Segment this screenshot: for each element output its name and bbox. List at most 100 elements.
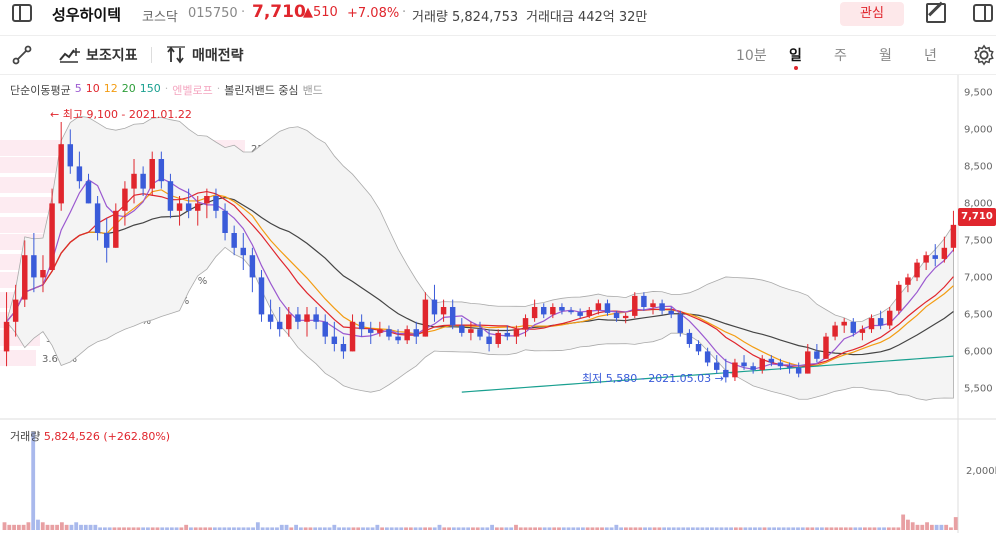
volume-bar <box>609 527 614 530</box>
volume-bar <box>423 527 428 530</box>
volume-bar <box>939 524 944 530</box>
volume-bar <box>217 527 222 530</box>
candle-body <box>331 336 338 344</box>
volume-bar <box>858 527 863 530</box>
candle-body <box>449 307 456 326</box>
period-10min[interactable]: 10분 <box>736 48 767 64</box>
volume-bar <box>743 527 748 530</box>
candle-body <box>632 295 638 316</box>
volume-bar <box>399 527 404 530</box>
volume-bar <box>695 527 700 530</box>
volume-bar <box>36 519 40 530</box>
volume-bar <box>456 527 461 530</box>
volume-bar <box>93 524 98 530</box>
volume-bar <box>31 432 36 530</box>
volume-bar <box>729 527 733 530</box>
side-panel-icon[interactable] <box>973 4 993 22</box>
volume-bar <box>55 524 60 530</box>
candle-body <box>358 321 365 330</box>
favorite-button[interactable]: 관심 <box>840 2 904 26</box>
candle-body <box>732 362 738 378</box>
bollinger-label[interactable]: 볼린저밴드 중심 <box>224 84 299 97</box>
volume-bar <box>657 527 662 530</box>
volume-bar <box>877 527 882 530</box>
period-day[interactable]: 일 <box>789 48 802 64</box>
volume-bar <box>600 527 604 530</box>
candle-body <box>167 181 174 211</box>
volume-bar <box>461 527 466 530</box>
candle-body <box>459 325 465 333</box>
candle-body <box>759 358 765 370</box>
volume-bar <box>485 527 490 530</box>
volume-bar <box>667 527 671 530</box>
period-week[interactable]: 주 <box>834 48 847 64</box>
candle-body <box>231 233 237 248</box>
indicator-button[interactable]: 보조지표 <box>58 45 138 65</box>
volume-bar <box>595 527 600 530</box>
volume-bar <box>953 517 958 530</box>
volume-bar <box>265 527 270 530</box>
volume-bar <box>279 524 284 530</box>
gear-icon[interactable] <box>973 44 995 66</box>
volume-bar <box>155 527 160 530</box>
candle-body <box>513 329 520 337</box>
strategy-label: 매매전략 <box>192 48 244 64</box>
volume-bar <box>518 527 523 530</box>
volume-bar <box>126 527 131 530</box>
volume-bar <box>604 527 609 530</box>
volume-bar <box>843 527 848 530</box>
volume-bar <box>800 527 805 530</box>
period-month[interactable]: 월 <box>879 48 892 64</box>
volume-bar <box>150 527 155 530</box>
volume-bar <box>614 524 619 530</box>
volume-bar <box>791 527 796 530</box>
candle-body <box>131 173 137 189</box>
volume-bar <box>117 527 122 530</box>
ma-label[interactable]: 단순이동평균 <box>10 84 71 97</box>
volume-bar <box>413 527 418 530</box>
edit-icon[interactable] <box>926 3 946 23</box>
candle-body <box>113 210 119 248</box>
volume-bar <box>662 527 667 530</box>
candle-body <box>368 329 374 333</box>
volume-bar <box>21 524 26 530</box>
candle-body <box>58 144 64 204</box>
price-axis-tick: 8,000 <box>964 198 993 209</box>
volume-bar <box>671 527 676 530</box>
candle-body <box>468 329 474 333</box>
volume-bar <box>509 527 514 530</box>
volume-bar <box>834 527 839 530</box>
volume-bar <box>772 527 777 530</box>
price-axis-tick: 9,000 <box>964 124 993 135</box>
volume-bar <box>934 524 939 530</box>
sidebar-toggle-icon[interactable] <box>12 4 32 22</box>
volume-bar <box>533 527 538 530</box>
volume-bar <box>475 527 480 530</box>
envelope-label[interactable]: 엔벨로프 <box>172 84 213 97</box>
volume-bar <box>351 527 356 530</box>
volume-bar <box>815 527 820 530</box>
strategy-button[interactable]: 매매전략 <box>166 45 244 65</box>
price-chart[interactable]: 9,500 9,000 8,500 8,000 7,500 7,000 6,500 6,000… <box>0 75 996 533</box>
volume-bar <box>165 527 169 530</box>
candle-body <box>258 277 265 315</box>
candle-body <box>622 315 629 319</box>
draw-line-icon[interactable] <box>12 45 32 65</box>
candle-body <box>195 203 201 211</box>
volume-bar <box>79 524 83 530</box>
volume-bar <box>705 527 710 530</box>
band-label: 밴드 <box>302 84 323 97</box>
volume-bar <box>16 524 21 530</box>
volume-bar <box>59 522 64 530</box>
candle-body <box>267 314 274 322</box>
volume-panel-label: 거래량 <box>10 430 41 443</box>
volume-bar <box>949 527 953 530</box>
candle-body <box>768 358 775 363</box>
candle-body <box>595 303 602 310</box>
candle-body <box>677 314 684 333</box>
candle-body <box>12 299 19 322</box>
ma150-line <box>461 355 954 393</box>
price-axis-tick: 7,500 <box>964 235 993 246</box>
period-year[interactable]: 년 <box>924 48 937 64</box>
volume-bar <box>174 527 179 530</box>
